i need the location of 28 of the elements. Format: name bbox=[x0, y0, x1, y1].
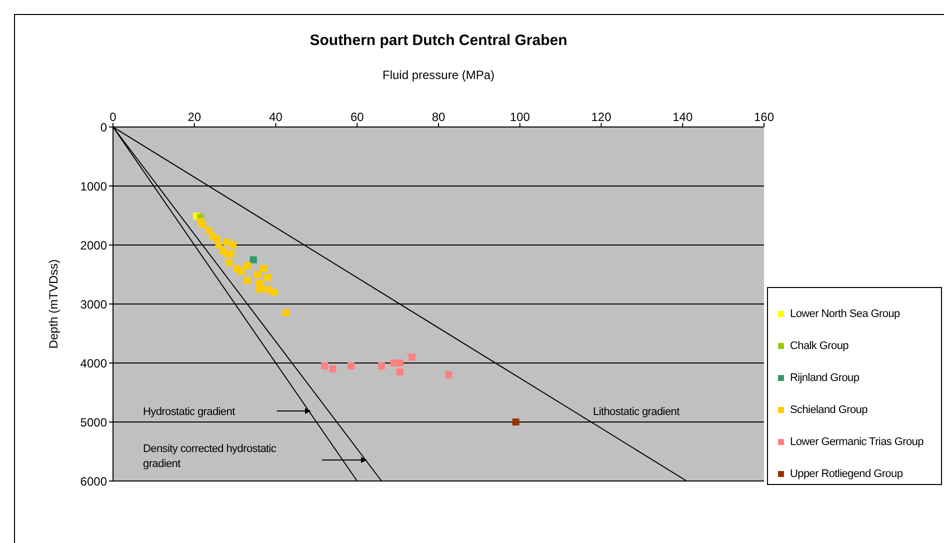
legend-label: Upper Rotliegend Group bbox=[790, 468, 903, 480]
y-tick-label: 5000 bbox=[80, 415, 108, 430]
annotation: Hydrostatic gradient bbox=[143, 405, 236, 420]
legend-label: Chalk Group bbox=[790, 340, 848, 352]
x-tick-label: 80 bbox=[432, 110, 446, 124]
legend-label: Lower North Sea Group bbox=[790, 308, 900, 320]
y-tick-label: 2000 bbox=[80, 238, 108, 252]
legend-label: Rijnland Group bbox=[790, 372, 860, 384]
x-tick-label: 120 bbox=[591, 110, 612, 124]
y-tick-label: 4000 bbox=[80, 356, 108, 370]
y-tick-label: 1000 bbox=[80, 179, 108, 194]
annotation: Lithostatic gradient bbox=[593, 405, 681, 420]
x-tick-label: 140 bbox=[672, 110, 693, 124]
y-tick-label: 6000 bbox=[80, 474, 108, 488]
legend-label: Lower Germanic Trias Group bbox=[790, 436, 924, 448]
legend-label: Schieland Group bbox=[790, 404, 868, 416]
x-tick-label: 100 bbox=[510, 110, 530, 124]
annotation: Density corrected hydrostatic gradient bbox=[143, 442, 278, 472]
chart-title: Southern part Dutch Central Graben bbox=[308, 32, 568, 49]
x-tick-label: 60 bbox=[350, 110, 364, 124]
y-tick-label: 3000 bbox=[80, 297, 108, 312]
x-axis-title: Fluid pressure (MPa) bbox=[382, 68, 495, 82]
x-tick-label: 40 bbox=[269, 110, 283, 124]
x-tick-label: 160 bbox=[754, 110, 774, 124]
x-tick-label: 0 bbox=[110, 110, 117, 124]
y-tick-label: 0 bbox=[100, 120, 108, 134]
x-tick-label: 20 bbox=[188, 110, 202, 124]
y-axis-title: Depth (mTVDss) bbox=[46, 259, 60, 349]
